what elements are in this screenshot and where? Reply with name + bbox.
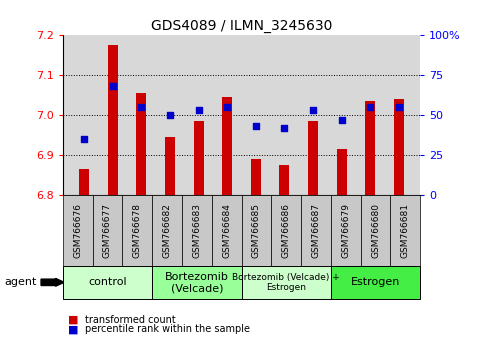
Bar xyxy=(280,165,289,195)
Point xyxy=(80,136,88,142)
Text: GSM766683: GSM766683 xyxy=(192,202,201,258)
Point xyxy=(223,104,231,110)
Bar xyxy=(222,97,232,195)
Bar xyxy=(194,121,203,195)
Text: GSM766681: GSM766681 xyxy=(401,202,410,258)
Text: GSM766677: GSM766677 xyxy=(103,202,112,258)
Bar xyxy=(79,169,89,195)
Point xyxy=(281,125,288,131)
Point xyxy=(109,84,116,89)
Text: ■: ■ xyxy=(68,324,78,334)
Text: transformed count: transformed count xyxy=(85,315,175,325)
Text: Estrogen: Estrogen xyxy=(351,277,400,287)
Text: GSM766687: GSM766687 xyxy=(312,202,320,258)
Text: GSM766676: GSM766676 xyxy=(73,202,82,258)
Text: Bortezomib (Velcade) +
Estrogen: Bortezomib (Velcade) + Estrogen xyxy=(232,273,340,292)
Point xyxy=(166,112,174,118)
Point xyxy=(138,104,145,110)
Text: GSM766680: GSM766680 xyxy=(371,202,380,258)
Bar xyxy=(165,137,175,195)
Text: GSM766678: GSM766678 xyxy=(133,202,142,258)
Text: agent: agent xyxy=(5,277,37,287)
Point xyxy=(195,108,202,113)
Text: percentile rank within the sample: percentile rank within the sample xyxy=(85,324,250,334)
Bar xyxy=(308,121,318,195)
Text: ■: ■ xyxy=(68,315,78,325)
Text: GSM766686: GSM766686 xyxy=(282,202,291,258)
Text: GSM766684: GSM766684 xyxy=(222,202,231,258)
Text: GSM766679: GSM766679 xyxy=(341,202,350,258)
Title: GDS4089 / ILMN_3245630: GDS4089 / ILMN_3245630 xyxy=(151,19,332,33)
Point xyxy=(252,124,260,129)
Bar xyxy=(108,45,118,195)
Point xyxy=(309,108,317,113)
Bar xyxy=(365,101,375,195)
Bar xyxy=(394,99,404,195)
Point xyxy=(367,104,374,110)
Text: GSM766685: GSM766685 xyxy=(252,202,261,258)
Text: GSM766682: GSM766682 xyxy=(163,202,171,258)
Point xyxy=(338,117,345,123)
Bar xyxy=(136,93,146,195)
Text: control: control xyxy=(88,277,127,287)
Bar xyxy=(251,159,261,195)
Bar xyxy=(337,149,347,195)
Point xyxy=(395,104,403,110)
Text: Bortezomib
(Velcade): Bortezomib (Velcade) xyxy=(165,272,229,293)
